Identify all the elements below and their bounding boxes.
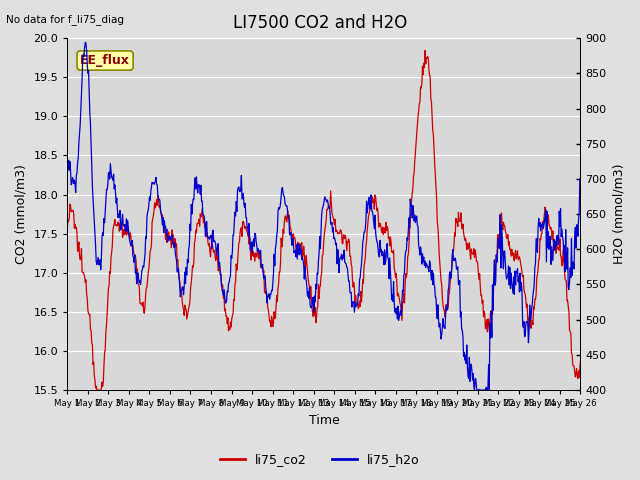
Legend: li75_co2, li75_h2o: li75_co2, li75_h2o xyxy=(215,448,425,471)
Y-axis label: H2O (mmol/m3): H2O (mmol/m3) xyxy=(612,164,625,264)
Text: EE_flux: EE_flux xyxy=(80,54,130,67)
Y-axis label: CO2 (mmol/m3): CO2 (mmol/m3) xyxy=(15,164,28,264)
X-axis label: Time: Time xyxy=(308,414,339,427)
Text: No data for f_li75_diag: No data for f_li75_diag xyxy=(6,14,124,25)
Text: LI7500 CO2 and H2O: LI7500 CO2 and H2O xyxy=(233,14,407,33)
